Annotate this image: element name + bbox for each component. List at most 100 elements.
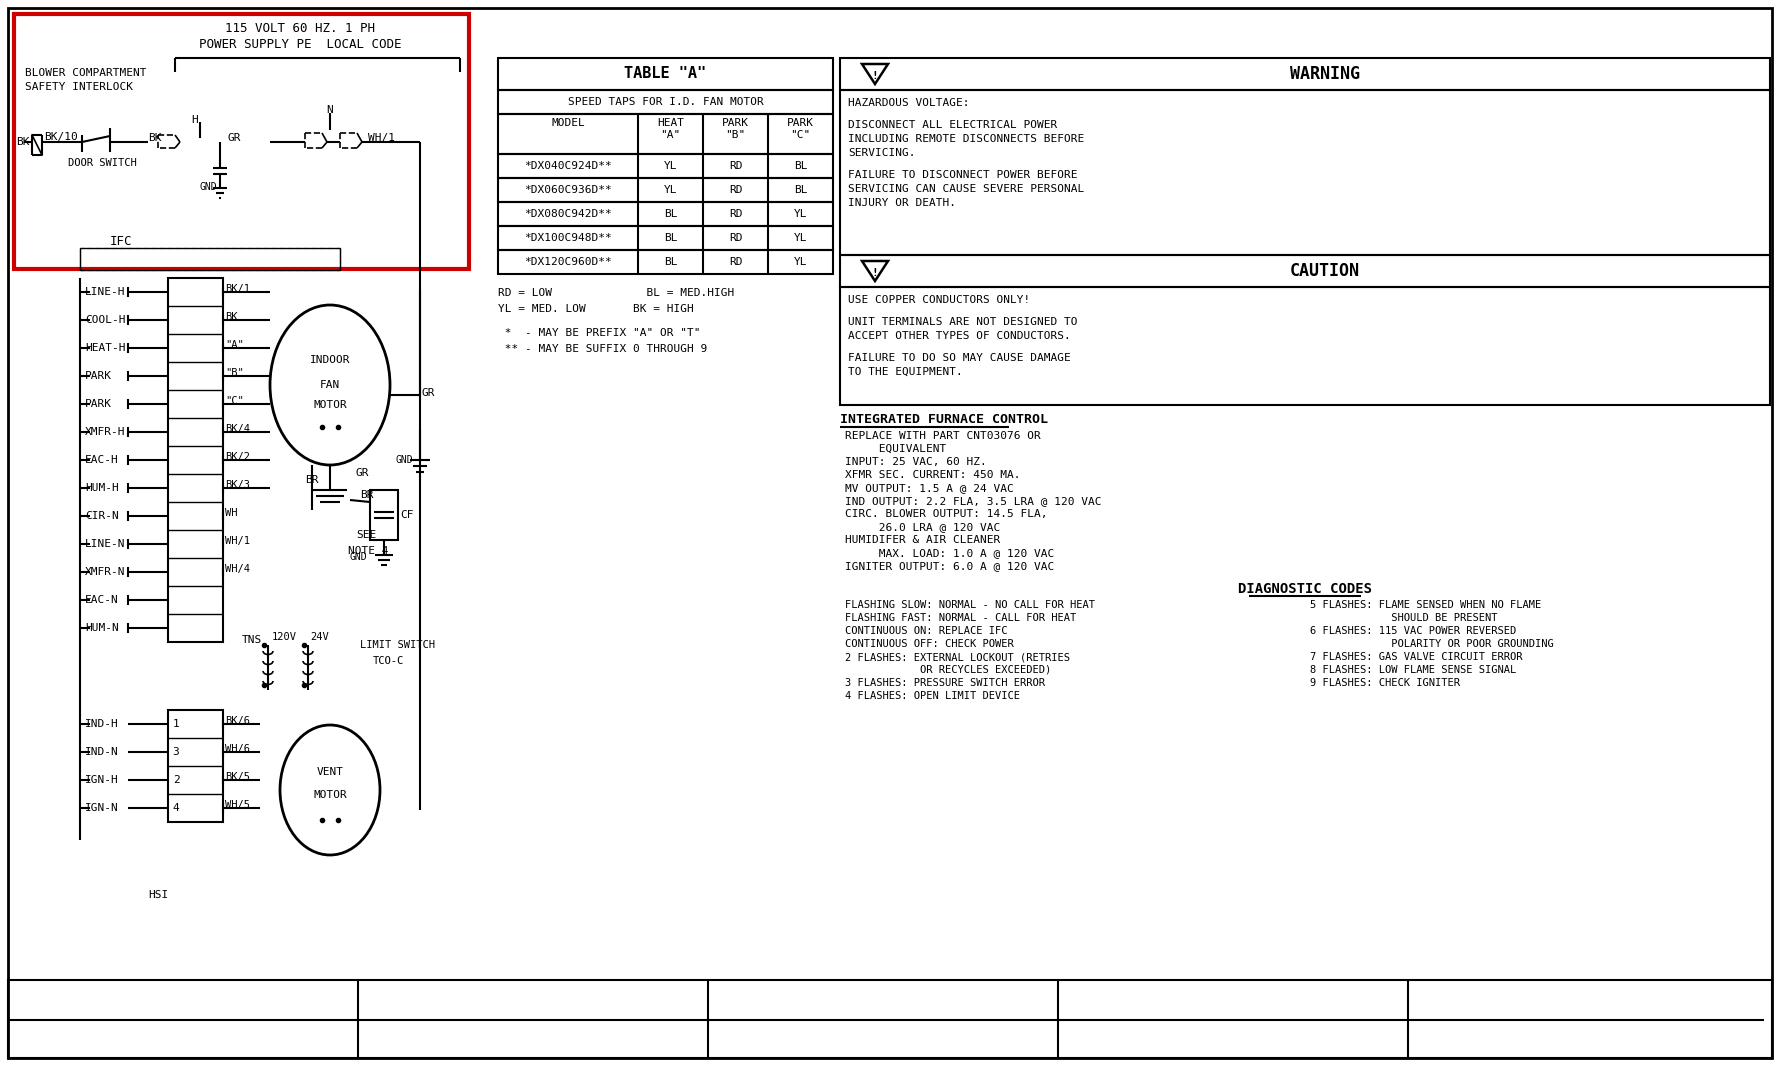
Text: CIRC. BLOWER OUTPUT: 14.5 FLA,: CIRC. BLOWER OUTPUT: 14.5 FLA, [846, 508, 1047, 519]
Text: VENT: VENT [317, 768, 344, 777]
Text: YL: YL [664, 185, 676, 195]
Text: FLASHING SLOW: NORMAL - NO CALL FOR HEAT: FLASHING SLOW: NORMAL - NO CALL FOR HEAT [846, 600, 1095, 610]
Text: 26.0 LRA @ 120 VAC: 26.0 LRA @ 120 VAC [846, 522, 1000, 532]
Text: RD: RD [728, 161, 742, 171]
Text: WH/6: WH/6 [224, 744, 249, 754]
Text: YL: YL [794, 257, 808, 266]
Text: EAC-N: EAC-N [85, 595, 119, 605]
Text: TCO-C: TCO-C [374, 656, 404, 666]
Text: RD = LOW              BL = MED.HIGH: RD = LOW BL = MED.HIGH [498, 288, 735, 298]
Text: *  - MAY BE PREFIX "A" OR "T": * - MAY BE PREFIX "A" OR "T" [498, 328, 701, 338]
Text: 24V: 24V [310, 632, 329, 642]
Text: YL = MED. LOW       BK = HIGH: YL = MED. LOW BK = HIGH [498, 304, 694, 314]
Bar [498, 114, 833, 154]
Text: IFC: IFC [110, 235, 132, 248]
Text: INDOOR: INDOOR [310, 355, 351, 365]
Text: SERVICING.: SERVICING. [847, 148, 915, 158]
Bar [498, 90, 833, 114]
Text: PARK: PARK [85, 399, 112, 409]
Text: IGN-H: IGN-H [85, 775, 119, 785]
Text: BK: BK [224, 312, 237, 322]
Text: WARNING: WARNING [1290, 65, 1360, 83]
Text: HSI: HSI [148, 890, 169, 900]
Bar [498, 226, 833, 251]
Text: 2 FLASHES: EXTERNAL LOCKOUT (RETRIES: 2 FLASHES: EXTERNAL LOCKOUT (RETRIES [846, 652, 1070, 662]
Text: 5 FLASHES: FLAME SENSED WHEN NO FLAME: 5 FLASHES: FLAME SENSED WHEN NO FLAME [1310, 600, 1541, 610]
Text: "C": "C" [224, 395, 244, 406]
Text: XMFR-H: XMFR-H [85, 427, 126, 437]
Text: "A": "A" [224, 340, 244, 350]
Text: BR: BR [304, 475, 319, 485]
Text: CONTINUOUS ON: REPLACE IFC: CONTINUOUS ON: REPLACE IFC [846, 626, 1007, 636]
Text: N: N [326, 104, 333, 115]
Text: GR: GR [422, 388, 436, 398]
Text: LINE-H: LINE-H [85, 287, 126, 297]
Text: 3: 3 [173, 747, 180, 757]
Text: *DX120C960D**: *DX120C960D** [523, 257, 612, 266]
Text: POLARITY OR POOR GROUNDING: POLARITY OR POOR GROUNDING [1310, 639, 1554, 649]
Text: BK/10: BK/10 [44, 132, 78, 142]
Text: BL: BL [664, 257, 676, 266]
Text: HAZARDOUS VOLTAGE:: HAZARDOUS VOLTAGE: [847, 98, 970, 108]
Text: MAX. LOAD: 1.0 A @ 120 VAC: MAX. LOAD: 1.0 A @ 120 VAC [846, 548, 1054, 558]
Text: FAN: FAN [320, 379, 340, 390]
Text: CF: CF [400, 510, 413, 520]
Bar [498, 154, 833, 178]
Text: LINE-N: LINE-N [85, 539, 126, 549]
Text: GND: GND [351, 552, 368, 562]
Text: 4 FLASHES: OPEN LIMIT DEVICE: 4 FLASHES: OPEN LIMIT DEVICE [846, 691, 1020, 701]
Text: SAFETY INTERLOCK: SAFETY INTERLOCK [25, 82, 134, 92]
Text: TO THE EQUIPMENT.: TO THE EQUIPMENT. [847, 367, 963, 377]
Text: BK/3: BK/3 [224, 480, 249, 490]
Text: HEAT-H: HEAT-H [85, 343, 126, 353]
Bar [840, 58, 1769, 90]
Text: GND: GND [395, 455, 413, 465]
Bar [14, 14, 468, 269]
Text: 3 FLASHES: PRESSURE SWITCH ERROR: 3 FLASHES: PRESSURE SWITCH ERROR [846, 678, 1045, 688]
Text: BK: BK [148, 133, 162, 143]
Text: SHOULD BE PRESENT: SHOULD BE PRESENT [1310, 613, 1497, 623]
Text: YL: YL [664, 161, 676, 171]
Bar [498, 251, 833, 274]
Text: SPEED TAPS FOR I.D. FAN MOTOR: SPEED TAPS FOR I.D. FAN MOTOR [568, 97, 764, 107]
Text: *DX080C942D**: *DX080C942D** [523, 209, 612, 219]
Text: 120V: 120V [272, 632, 297, 642]
Text: PARK: PARK [85, 371, 112, 381]
Text: INTEGRATED FURNACE CONTROL: INTEGRATED FURNACE CONTROL [840, 413, 1048, 426]
Text: IGNITER OUTPUT: 6.0 A @ 120 VAC: IGNITER OUTPUT: 6.0 A @ 120 VAC [846, 561, 1054, 571]
Text: HUM-N: HUM-N [85, 623, 119, 633]
Text: IND OUTPUT: 2.2 FLA, 3.5 LRA @ 120 VAC: IND OUTPUT: 2.2 FLA, 3.5 LRA @ 120 VAC [846, 496, 1102, 506]
Text: RD: RD [728, 209, 742, 219]
Bar [498, 58, 833, 90]
Text: DISCONNECT ALL ELECTRICAL POWER: DISCONNECT ALL ELECTRICAL POWER [847, 120, 1057, 130]
Text: YL: YL [794, 209, 808, 219]
Text: SEE: SEE [356, 530, 376, 540]
Text: 1: 1 [173, 718, 180, 729]
Text: *DX040C924D**: *DX040C924D** [523, 161, 612, 171]
Text: RD: RD [728, 233, 742, 243]
Text: 7 FLASHES: GAS VALVE CIRCUIT ERROR: 7 FLASHES: GAS VALVE CIRCUIT ERROR [1310, 652, 1522, 662]
Bar [840, 90, 1769, 255]
Text: 6 FLASHES: 115 VAC POWER REVERSED: 6 FLASHES: 115 VAC POWER REVERSED [1310, 626, 1517, 636]
Text: BR: BR [360, 490, 374, 500]
Text: CAUTION: CAUTION [1290, 262, 1360, 280]
Text: DOOR SWITCH: DOOR SWITCH [68, 158, 137, 168]
Text: FLASHING FAST: NORMAL - CALL FOR HEAT: FLASHING FAST: NORMAL - CALL FOR HEAT [846, 613, 1077, 623]
Text: BK/5: BK/5 [224, 772, 249, 782]
Text: 115 VOLT 60 HZ. 1 PH: 115 VOLT 60 HZ. 1 PH [224, 22, 376, 35]
Text: BL: BL [664, 233, 676, 243]
Text: BL: BL [794, 185, 808, 195]
Text: PARK
"B": PARK "B" [723, 118, 749, 140]
Text: ACCEPT OTHER TYPES OF CONDUCTORS.: ACCEPT OTHER TYPES OF CONDUCTORS. [847, 332, 1072, 341]
Text: RD: RD [728, 185, 742, 195]
Text: OR RECYCLES EXCEEDED): OR RECYCLES EXCEEDED) [846, 665, 1052, 675]
Text: REPLACE WITH PART CNT03076 OR: REPLACE WITH PART CNT03076 OR [846, 431, 1041, 441]
Text: XFMR SEC. CURRENT: 450 MA.: XFMR SEC. CURRENT: 450 MA. [846, 470, 1020, 480]
Text: RD: RD [728, 257, 742, 266]
Text: DIAGNOSTIC CODES: DIAGNOSTIC CODES [1239, 582, 1372, 596]
Text: MV OUTPUT: 1.5 A @ 24 VAC: MV OUTPUT: 1.5 A @ 24 VAC [846, 483, 1015, 492]
Text: GND: GND [199, 182, 217, 192]
Text: IGN-N: IGN-N [85, 803, 119, 813]
Text: WH/1: WH/1 [224, 536, 249, 546]
Text: GR: GR [228, 133, 242, 143]
